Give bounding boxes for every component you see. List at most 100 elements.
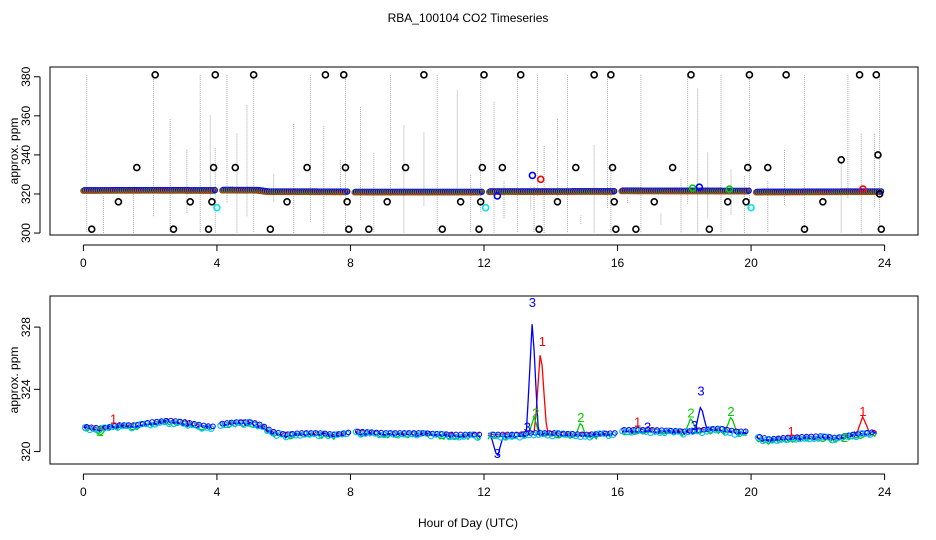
outlier-point: [516, 71, 525, 79]
baseline-marker: [759, 437, 767, 445]
x-tick-label: 4: [214, 485, 221, 499]
outlier-point: [438, 225, 447, 233]
baseline-marker: [184, 422, 192, 429]
top-panel-frame: [49, 66, 919, 236]
baseline-marker: [432, 430, 439, 438]
baseline-point: [478, 188, 485, 195]
baseline-marker: [165, 420, 173, 428]
outlier-point: [493, 192, 502, 200]
outlier-point: [339, 71, 348, 79]
outlier-point: [87, 225, 96, 233]
outlier-point: [535, 225, 543, 233]
outlier-point: [874, 151, 882, 159]
baseline-point: [745, 187, 752, 194]
baseline-marker: [553, 429, 561, 437]
baseline-marker: [497, 434, 505, 441]
outlier-point: [705, 225, 714, 233]
x-tick-label: 16: [611, 256, 625, 270]
outlier-point: [553, 197, 562, 206]
series-label: 1: [634, 415, 641, 430]
baseline-marker: [147, 421, 154, 429]
y-tick-label: 320: [19, 184, 33, 204]
x-tick-label: 12: [477, 485, 491, 499]
baseline-marker: [869, 429, 875, 436]
baseline-marker: [820, 433, 827, 440]
baseline-marker: [278, 430, 285, 438]
outlier-point: [745, 71, 754, 79]
series-label: 2: [841, 430, 848, 445]
top-panel-data: [80, 71, 886, 234]
baseline-marker: [109, 422, 117, 430]
bottom-panel-ylabel: approx. ppm: [7, 347, 21, 414]
baseline-marker: [137, 420, 145, 428]
outlier-point: [478, 163, 487, 172]
outlier-point: [875, 190, 884, 198]
outlier-point: [211, 71, 220, 79]
series-label: 3: [524, 419, 531, 434]
x-tick-label: 16: [611, 485, 625, 499]
series-label: 2: [577, 410, 584, 425]
series-label: 2: [727, 404, 734, 419]
outlier-point: [610, 197, 619, 206]
outlier-point: [344, 225, 353, 233]
outlier-point: [266, 225, 275, 233]
outlier-point: [725, 185, 734, 193]
x-tick-label: 4: [214, 256, 221, 270]
series-label: 1: [110, 412, 117, 427]
outlier-point: [782, 71, 790, 79]
outlier-point: [204, 225, 213, 233]
baseline-marker: [675, 428, 682, 435]
outlier-point: [723, 197, 732, 206]
baseline-marker: [665, 427, 673, 435]
x-tick-label: 24: [878, 485, 892, 499]
series-label: 1: [788, 424, 795, 439]
outlier-point: [572, 163, 580, 172]
baseline-marker: [474, 434, 482, 441]
x-tick-label: 12: [477, 256, 491, 270]
y-tick-label: 360: [19, 106, 33, 126]
baseline-marker: [806, 435, 813, 443]
x-tick-label: 8: [347, 485, 354, 499]
baseline-point: [211, 187, 219, 194]
baseline-marker: [717, 425, 725, 433]
baseline-marker: [469, 431, 477, 439]
baseline-marker: [259, 423, 267, 431]
series-label: 3: [697, 384, 704, 399]
baseline-marker: [612, 430, 618, 436]
series-label: 2: [687, 405, 694, 420]
baseline-marker: [268, 428, 276, 436]
outlier-point: [249, 71, 258, 79]
outlier-point: [321, 71, 330, 79]
outlier-point: [283, 197, 291, 206]
x-tick-label: 20: [744, 256, 758, 270]
outlier-point: [456, 197, 465, 206]
outlier-point: [687, 71, 695, 79]
baseline-marker: [824, 433, 832, 441]
x-tick-label: 0: [80, 256, 87, 270]
outlier-point: [528, 171, 537, 180]
y-tick-label: 380: [19, 66, 33, 86]
x-axis-label: Hour of Day (UTC): [418, 516, 518, 530]
outlier-point: [303, 163, 311, 172]
outlier-point: [383, 197, 391, 206]
baseline-marker: [502, 434, 510, 441]
outlier-point: [420, 71, 428, 79]
baseline-point: [611, 187, 618, 195]
baseline-marker: [366, 429, 374, 436]
baseline-marker: [731, 431, 739, 438]
outlier-point: [481, 203, 490, 212]
baseline-marker: [261, 423, 268, 430]
baseline-marker: [198, 425, 206, 432]
baseline-marker: [418, 430, 425, 437]
series-label: 1: [539, 334, 546, 349]
baseline-marker: [742, 428, 749, 435]
top-panel-ylabel: approx. ppm: [7, 118, 21, 185]
outlier-point: [668, 163, 677, 172]
series-line: [487, 355, 613, 437]
baseline-marker: [210, 423, 216, 430]
baseline-marker: [764, 436, 771, 443]
outlier-point: [607, 71, 615, 79]
y-tick-label: 328: [19, 317, 33, 337]
